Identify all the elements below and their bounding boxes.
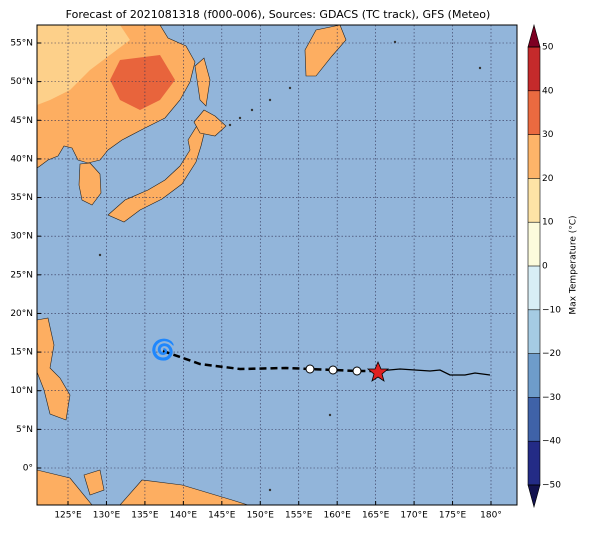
- colorbar-tick-label: 50: [542, 43, 554, 53]
- colorbar-band: [528, 309, 540, 354]
- land: [37, 317, 71, 421]
- map-frame: [36, 24, 518, 506]
- colorbar-tick-label: 40: [542, 86, 554, 96]
- colorbar-tick-label: 0: [542, 262, 548, 272]
- lat-tick-label: 35°N: [10, 193, 33, 203]
- lon-tick-label: 150°E: [247, 511, 275, 521]
- colorbar-band: [528, 266, 540, 310]
- lon-tick-label: 175°E: [439, 511, 467, 521]
- land: [37, 469, 93, 505]
- colorbar-band: [528, 178, 540, 223]
- land: [193, 109, 227, 137]
- lon-tick-label: 165°E: [362, 511, 390, 521]
- land: [83, 469, 105, 496]
- lat-tick-label: 25°N: [10, 270, 33, 280]
- land: [194, 57, 211, 107]
- colorbar-band: [528, 134, 540, 179]
- colorbar-tick-label: −50: [542, 481, 561, 491]
- lat-tick-label: 45°N: [10, 116, 33, 126]
- lon-tick-label: 130°E: [93, 511, 121, 521]
- lon-tick-label: 145°E: [208, 511, 236, 521]
- title: Forecast of 2021081318 (f000-006), Sourc…: [66, 8, 491, 21]
- lon-tick-label: 140°E: [170, 511, 198, 521]
- land: [304, 25, 347, 77]
- colorbar-label: Max Temperature (°C): [569, 215, 579, 314]
- colorbar-band: [528, 353, 540, 398]
- land: [119, 479, 249, 505]
- colorbar-tick-label: −10: [542, 305, 561, 315]
- lon-tick-label: 160°E: [323, 511, 351, 521]
- colorbar-band: [528, 222, 540, 266]
- lat-tick-label: 55°N: [10, 39, 33, 49]
- lat-tick-label: 5°N: [16, 425, 33, 435]
- lon-tick-label: 180°: [480, 511, 502, 521]
- colorbar-tick-label: 20: [542, 174, 554, 184]
- land: [37, 25, 130, 105]
- colorbar-band: [528, 47, 540, 91]
- lat-tick-label: 0°: [23, 464, 33, 474]
- lat-tick-label: 30°N: [10, 232, 33, 242]
- map: 🌀: [37, 25, 517, 505]
- colorbar-tick-label: −40: [542, 437, 561, 447]
- lat-tick-label: 50°N: [10, 77, 33, 87]
- colorbar-tick-label: −30: [542, 393, 561, 403]
- cyclone-symbol: 🌀: [151, 338, 176, 362]
- lat-tick-label: 10°N: [10, 386, 33, 396]
- colorbar-tick-label: 10: [542, 218, 554, 228]
- colorbar-over: [527, 23, 541, 48]
- land: [78, 162, 102, 206]
- colorbar-under: [527, 484, 541, 509]
- islands: [98, 40, 482, 492]
- lat-tick-label: 40°N: [10, 154, 33, 164]
- colorbar-band: [528, 90, 540, 135]
- lat-tick-label: 15°N: [10, 348, 33, 358]
- land: [110, 55, 175, 110]
- colorbar-tick-label: −20: [542, 349, 561, 359]
- lat-tick-label: 20°N: [10, 309, 33, 319]
- colorbar-tick-label: 30: [542, 130, 554, 140]
- grid: [37, 25, 517, 505]
- lon-tick-label: 170°E: [400, 511, 428, 521]
- colorbar-band: [528, 441, 540, 485]
- colorbar: −50 −40 −30 −20 −10 0 10 20 30 40 50: [527, 23, 561, 509]
- lon-tick-label: 135°E: [131, 511, 159, 521]
- storm-track: 🌀: [151, 338, 491, 382]
- lon-tick-label: 155°E: [285, 511, 313, 521]
- colorbar-band: [528, 397, 540, 442]
- lon-tick-label: 125°E: [54, 511, 82, 521]
